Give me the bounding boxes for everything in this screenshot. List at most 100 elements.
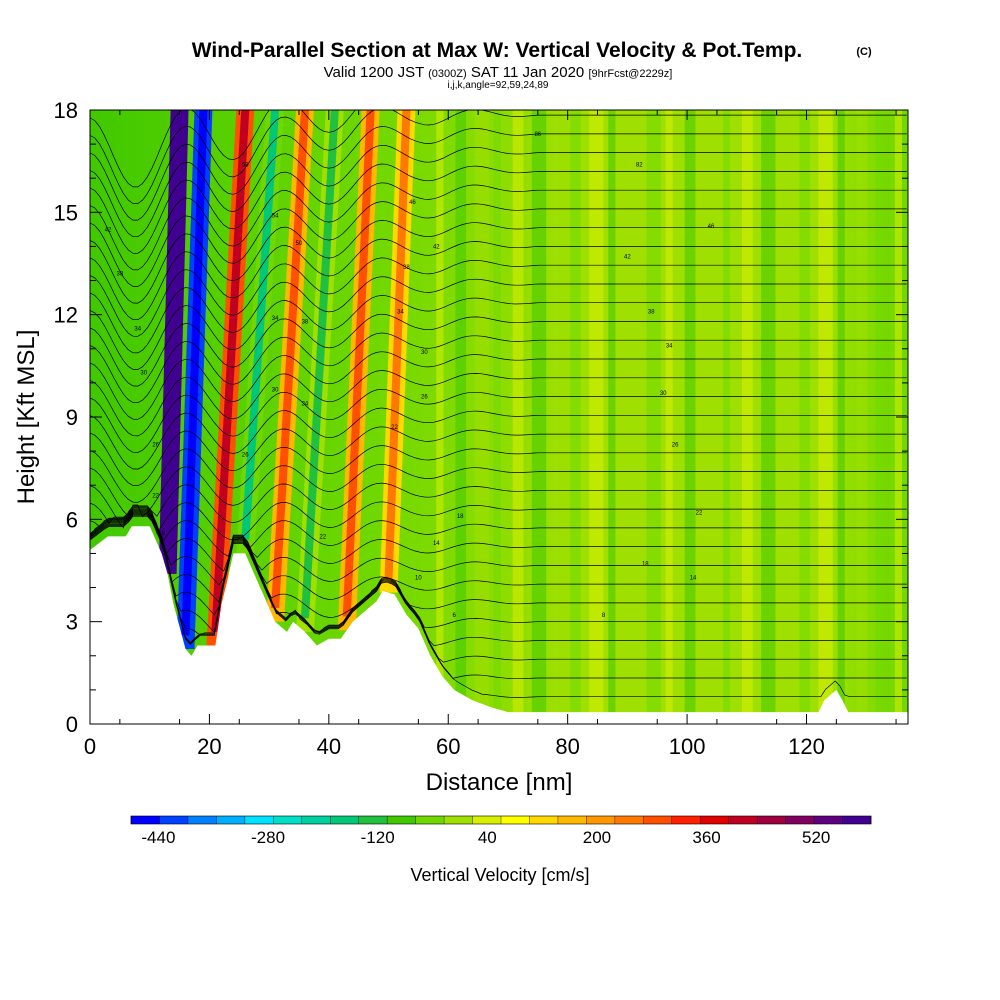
isentrope-line xyxy=(90,144,907,238)
contour-label: 34 xyxy=(397,309,404,315)
contour-label: 38 xyxy=(403,265,410,271)
velocity-stripe xyxy=(875,110,891,724)
contour-label: 42 xyxy=(433,244,440,250)
valid-time-line: Valid 1200 JST (0300Z) SAT 11 Jan 2020 [… xyxy=(324,64,673,81)
contour-label: 58 xyxy=(242,163,249,169)
contour-label: 30 xyxy=(660,391,667,397)
contour-label: 26 xyxy=(152,442,159,448)
terrain-mask xyxy=(90,526,908,724)
colorbar-tick-label: 520 xyxy=(802,828,830,847)
contour-label: 26 xyxy=(672,442,679,448)
colorbar-swatch xyxy=(472,816,502,824)
x-tick-label: 120 xyxy=(788,734,825,759)
velocity-band-core xyxy=(211,110,250,632)
colorbar-swatch xyxy=(671,816,701,824)
colorbar: -440 -280 -120 40 200 360 520 xyxy=(130,815,872,847)
plot-area: 8682464238343026221814861014184238343026… xyxy=(90,110,908,724)
velocity-stripe xyxy=(856,110,868,724)
colorbar-swatch xyxy=(387,816,416,824)
x-tick-label: 100 xyxy=(669,734,706,759)
isentrope-line xyxy=(90,370,907,437)
contour-label: 30 xyxy=(272,388,279,394)
velocity-stripe xyxy=(780,110,788,724)
velocity-stripe xyxy=(493,110,501,724)
velocity-stripe xyxy=(761,110,776,724)
colorbar-swatch xyxy=(444,816,473,824)
colorbar-swatch xyxy=(216,816,246,824)
velocity-stripe xyxy=(550,110,559,724)
contour-label: 8 xyxy=(602,613,606,619)
contour-label: 18 xyxy=(642,562,649,568)
isentrope-line xyxy=(90,445,907,503)
x-axis-label: Distance [nm] xyxy=(426,769,573,796)
contour-label: 18 xyxy=(457,514,464,520)
contour-label: 54 xyxy=(272,214,279,220)
velocity-band-core xyxy=(181,110,208,636)
colorbar-tick-label: 40 xyxy=(478,828,497,847)
colorbar-swatch xyxy=(728,816,758,824)
contour-label: 50 xyxy=(296,241,303,247)
velocity-stripe xyxy=(589,110,604,724)
isentrope-line xyxy=(90,126,907,221)
isentrope-line xyxy=(90,110,356,188)
velocity-stripe xyxy=(608,110,616,724)
colorbar-swatch xyxy=(614,816,644,824)
velocity-band-core xyxy=(241,110,280,540)
isentrope-line xyxy=(90,238,907,321)
contour-label: 30 xyxy=(421,350,428,356)
x-tick-label: 40 xyxy=(317,734,341,759)
velocity-stripe xyxy=(703,110,719,724)
velocity-stripe xyxy=(665,110,673,724)
contour-label: 34 xyxy=(666,343,673,349)
contour-label: 30 xyxy=(140,371,147,377)
colorbar-swatch xyxy=(757,816,786,824)
isentrope-line xyxy=(90,426,907,487)
colorbar-swatch xyxy=(273,816,303,824)
valid-prefix: Valid 1200 JST xyxy=(324,64,424,81)
isentrope-line xyxy=(90,509,907,586)
velocity-stripe xyxy=(799,110,811,724)
grid-indices: i,j,k,angle=92,59,24,89 xyxy=(448,80,549,91)
colorbar-swatch xyxy=(814,816,843,824)
velocity-stripe xyxy=(474,110,489,724)
y-tick-label: 12 xyxy=(54,303,78,328)
contour-label: 34 xyxy=(302,401,309,407)
isentrope-line xyxy=(90,201,907,287)
colorbar-swatch xyxy=(501,816,530,824)
velocity-stripe xyxy=(512,110,524,724)
isentrope-line xyxy=(90,295,907,370)
isentrope-line xyxy=(90,482,907,529)
velocity-stripe xyxy=(742,110,753,724)
velocity-stripe xyxy=(436,110,444,724)
isentrope-line xyxy=(90,463,907,518)
y-tick-label: 15 xyxy=(54,200,78,225)
contour-label: 46 xyxy=(409,200,416,206)
contour-label: 14 xyxy=(433,541,440,547)
colorbar-swatch xyxy=(557,816,587,824)
x-tick-label: 60 xyxy=(436,734,460,759)
contour-labels: 8682464238343026221814861014184238343026… xyxy=(105,132,715,619)
y-axis-label: Height [Kft MSL] xyxy=(13,330,40,505)
contour-label: 38 xyxy=(302,319,309,325)
x-tick-label: 0 xyxy=(84,734,96,759)
contour-label: 42 xyxy=(624,255,631,261)
velocity-stripe xyxy=(627,110,639,724)
colorbar-tick-label: 200 xyxy=(583,828,611,847)
contour-label: 22 xyxy=(320,534,327,540)
velocity-stripe xyxy=(684,110,696,724)
contour-label: 86 xyxy=(534,132,541,138)
colorbar-label: Vertical Velocity [cm/s] xyxy=(410,865,589,885)
velocity-stripe xyxy=(722,110,731,724)
contour-label: 38 xyxy=(648,309,655,315)
y-tick-label: 9 xyxy=(66,405,78,430)
contour-label: 22 xyxy=(152,493,159,499)
x-tick-label: 80 xyxy=(555,734,579,759)
velocity-stripe xyxy=(570,110,581,724)
colorbar-swatch xyxy=(187,816,217,824)
contour-label: 26 xyxy=(421,395,428,401)
isentrope-line xyxy=(90,110,907,204)
isentrope-line xyxy=(90,276,907,354)
colorbar-tick-label: 360 xyxy=(692,828,720,847)
contour-label: 34 xyxy=(272,316,279,322)
